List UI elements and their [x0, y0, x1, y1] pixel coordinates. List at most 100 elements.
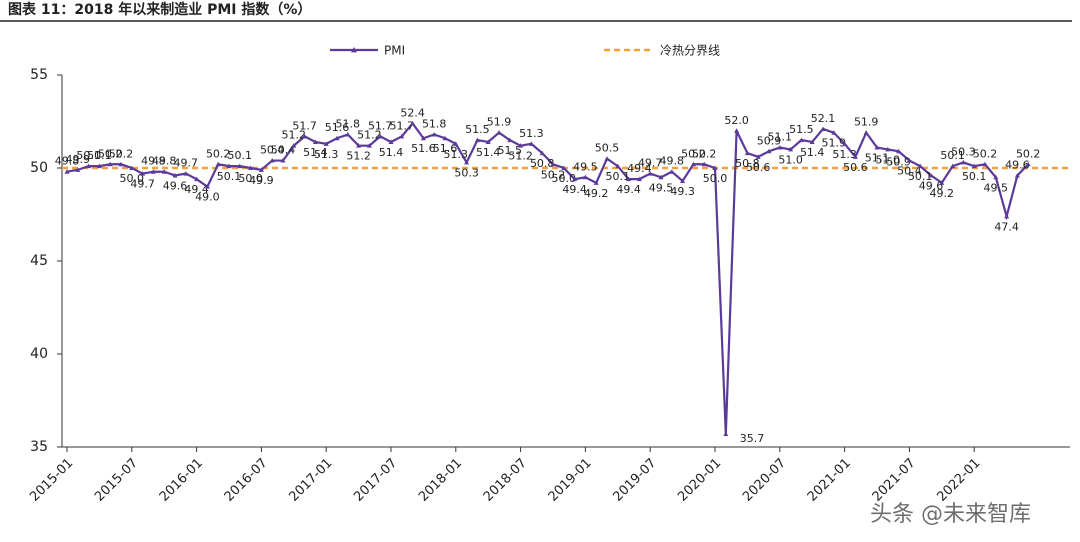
- value-label: 51.2: [508, 150, 533, 163]
- point-marker: [809, 139, 815, 144]
- point-marker: [464, 159, 470, 165]
- point-marker: [377, 133, 383, 139]
- point-marker: [528, 141, 534, 146]
- point-marker: [518, 143, 524, 148]
- point-marker: [690, 161, 696, 167]
- point-marker: [345, 132, 351, 137]
- point-marker: [658, 174, 664, 180]
- x-tick-label: 2017-07: [351, 456, 400, 505]
- value-label: 50.2: [98, 147, 123, 160]
- point-marker: [647, 171, 653, 176]
- value-label: 49.6: [919, 179, 944, 192]
- x-tick-label: 2018-01: [416, 456, 465, 505]
- legend-label: 冷热分界线: [660, 44, 720, 58]
- value-label: 51.3: [832, 148, 857, 161]
- value-label: 51.3: [444, 148, 469, 161]
- point-marker: [626, 176, 632, 182]
- y-tick-label: 40: [30, 346, 48, 362]
- point-marker: [561, 165, 567, 170]
- value-label: 51.4: [476, 146, 501, 159]
- point-marker: [150, 169, 156, 174]
- value-label: 51.5: [789, 123, 814, 136]
- x-tick-label: 2020-01: [675, 456, 724, 505]
- y-tick-label: 50: [30, 160, 48, 176]
- value-label: 49.4: [562, 183, 587, 196]
- point-marker: [204, 184, 210, 189]
- value-label: 51.6: [325, 121, 350, 134]
- value-label: 51.7: [292, 119, 317, 132]
- value-label: 50.2: [109, 147, 134, 160]
- point-marker: [550, 161, 556, 167]
- point-marker: [820, 126, 826, 131]
- point-marker: [744, 150, 750, 156]
- value-label: 51.7: [368, 119, 393, 132]
- x-tick-label: 2019-01: [546, 456, 595, 505]
- point-marker: [161, 169, 167, 174]
- point-marker: [86, 163, 92, 169]
- point-marker: [96, 163, 102, 169]
- point-marker: [258, 167, 264, 172]
- value-label: 49.8: [141, 155, 166, 168]
- value-label: 49.9: [66, 153, 91, 166]
- point-marker: [636, 176, 642, 182]
- value-label: 50.0: [552, 172, 577, 185]
- value-label: 50.1: [87, 149, 112, 162]
- point-marker: [788, 146, 794, 152]
- value-label: 51.3: [519, 127, 544, 140]
- value-label: 51.1: [768, 131, 793, 144]
- point-marker: [410, 120, 416, 126]
- value-label: 52.1: [811, 112, 836, 125]
- point-marker: [194, 176, 200, 182]
- point-marker: [323, 141, 329, 146]
- point-marker: [982, 161, 988, 167]
- point-marker: [572, 176, 578, 182]
- point-marker: [75, 167, 81, 172]
- y-tick-label: 55: [30, 67, 48, 83]
- value-label: 51.4: [800, 146, 825, 159]
- value-label: 52.4: [400, 106, 425, 119]
- value-label: 50.2: [681, 147, 706, 160]
- value-label: 51.7: [390, 119, 415, 132]
- value-label: 50.4: [271, 144, 296, 157]
- point-marker: [960, 159, 966, 165]
- value-label: 50.2: [692, 147, 717, 160]
- y-tick-label: 35: [30, 439, 48, 455]
- point-marker: [302, 133, 308, 139]
- x-tick-label: 2015-01: [27, 456, 76, 505]
- point-marker: [485, 139, 491, 144]
- x-tick-label: 2015-07: [92, 456, 141, 505]
- point-marker: [669, 169, 675, 174]
- pmi-line: [66, 121, 1029, 435]
- value-label: 50.1: [908, 170, 933, 183]
- value-label: 50.2: [541, 168, 566, 181]
- value-label: 49.6: [1005, 158, 1030, 171]
- point-marker: [420, 135, 426, 141]
- value-label: 49.0: [195, 191, 220, 204]
- point-marker: [280, 158, 286, 163]
- point-marker: [129, 165, 135, 170]
- point-marker: [755, 154, 761, 159]
- value-label: 50.1: [940, 149, 965, 162]
- value-label: 51.6: [433, 142, 458, 155]
- value-label: 49.6: [163, 179, 188, 192]
- value-label: 49.2: [584, 187, 609, 200]
- point-marker: [993, 174, 999, 180]
- point-marker: [356, 143, 362, 148]
- value-label: 50.1: [962, 170, 987, 183]
- value-label: 50.0: [703, 172, 728, 185]
- legend-label: PMI: [384, 44, 405, 58]
- point-marker: [593, 180, 599, 185]
- point-marker: [917, 163, 923, 169]
- value-label: 47.4: [994, 220, 1019, 233]
- value-label: 50.1: [76, 149, 101, 162]
- legend-marker: [351, 47, 357, 53]
- point-marker: [118, 161, 124, 167]
- value-label: 50.6: [843, 161, 868, 174]
- point-marker: [474, 137, 480, 143]
- value-label: 50.1: [606, 170, 631, 183]
- point-marker: [269, 158, 275, 163]
- value-label: 49.4: [616, 183, 641, 196]
- point-marker: [1025, 161, 1031, 167]
- value-label: 51.6: [411, 142, 436, 155]
